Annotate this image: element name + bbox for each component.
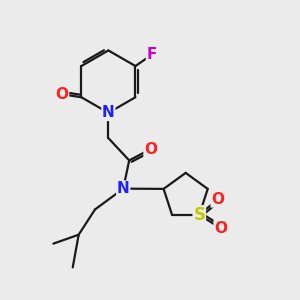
Text: O: O xyxy=(144,142,157,157)
Text: O: O xyxy=(56,87,68,102)
Text: N: N xyxy=(117,181,130,196)
Text: S: S xyxy=(193,206,205,224)
Text: N: N xyxy=(102,105,115,120)
Text: O: O xyxy=(214,221,227,236)
Text: O: O xyxy=(211,192,224,207)
Text: F: F xyxy=(147,47,157,62)
